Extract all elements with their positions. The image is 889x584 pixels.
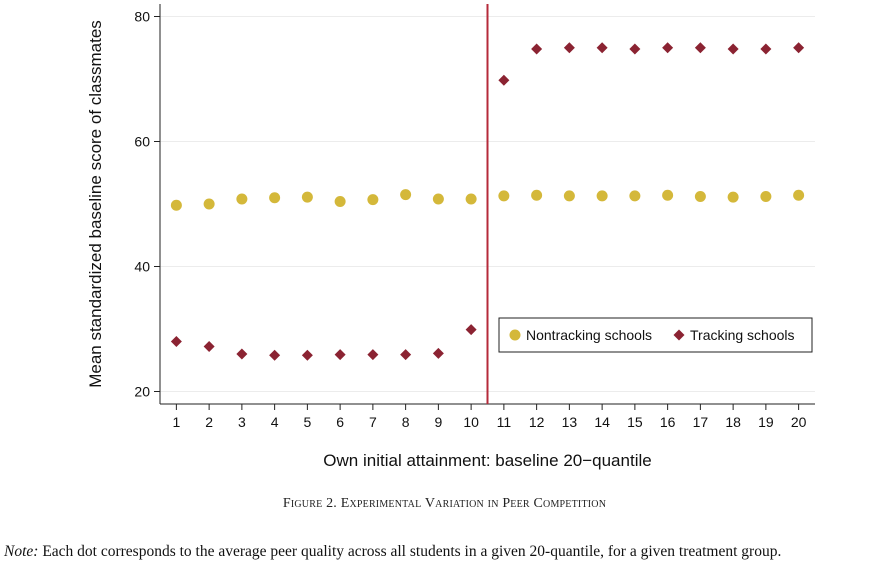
x-tick-label: 7 [369, 414, 377, 430]
tracking-point [269, 349, 281, 361]
x-tick-label: 18 [725, 414, 741, 430]
tracking-point [465, 324, 477, 336]
nontracking-point [334, 196, 346, 207]
note-label: Note: [4, 543, 39, 560]
x-tick-label: 13 [562, 414, 578, 430]
tracking-point [170, 336, 182, 347]
legend: Nontracking schools Tracking schools [498, 317, 813, 353]
legend-label-nontracking: Nontracking schools [526, 327, 652, 343]
tracking-point [629, 43, 641, 55]
tracking-point [760, 43, 772, 55]
nontracking-point [203, 198, 215, 210]
legend-label-tracking: Tracking schools [690, 327, 795, 343]
nontracking-point [662, 189, 674, 201]
y-axis: 20 40 60 80 [134, 4, 161, 404]
nontracking-point [629, 190, 641, 202]
legend-circle-marker [509, 329, 521, 341]
tracking-point [531, 43, 543, 55]
tracking-point [563, 42, 575, 54]
x-tick-label: 4 [271, 414, 279, 430]
tracking-point [793, 42, 805, 54]
x-tick-label: 2 [205, 414, 213, 430]
note-text: Each dot corresponds to the average peer… [38, 543, 782, 560]
data-points [170, 42, 805, 361]
x-axis: 1 2 3 4 5 6 7 8 9 10 11 12 13 14 15 16 17 18 19 20 [160, 403, 815, 430]
nontracking-point [432, 193, 444, 205]
figure-note: Note: Each dot corresponds to the averag… [4, 542, 884, 561]
x-tick-label: 17 [693, 414, 709, 430]
tracking-point [367, 349, 379, 361]
x-tick-label: 8 [402, 414, 410, 430]
x-tick-label: 11 [497, 414, 512, 430]
y-tick-label: 60 [134, 134, 150, 150]
x-tick-label: 6 [336, 414, 344, 430]
nontracking-point [563, 190, 575, 202]
y-tick-label: 20 [134, 384, 150, 400]
tracking-point [498, 74, 510, 86]
nontracking-point [367, 194, 379, 206]
x-tick-label: 1 [172, 414, 180, 430]
tracking-point [236, 348, 248, 360]
nontracking-point [400, 189, 412, 201]
nontracking-point [694, 191, 706, 202]
tracking-point [432, 347, 444, 359]
legend-box [498, 317, 813, 353]
x-tick-label: 14 [594, 414, 610, 430]
x-tick-label: 10 [463, 414, 479, 430]
y-tick-label: 40 [134, 259, 150, 275]
y-tick-label: 80 [134, 9, 150, 25]
tracking-point [203, 341, 215, 352]
nontracking-point [498, 190, 510, 202]
nontracking-point [727, 191, 739, 203]
x-tick-label: 9 [434, 414, 442, 430]
x-tick-label: 16 [660, 414, 676, 430]
nontracking-point [170, 199, 182, 211]
tracking-point [694, 42, 706, 54]
nontracking-point [236, 193, 248, 205]
tracking-point [334, 349, 346, 361]
nontracking-point [760, 191, 772, 202]
x-tick-label: 3 [238, 414, 246, 430]
legend-diamond-marker [673, 329, 685, 341]
x-tick-label: 5 [303, 414, 311, 430]
x-tick-label: 15 [627, 414, 643, 430]
nontracking-point [596, 190, 608, 202]
tracking-point [301, 349, 313, 361]
nontracking-point [793, 189, 805, 201]
nontracking-point [269, 192, 281, 204]
tracking-point [400, 349, 412, 361]
x-tick-label: 19 [758, 414, 774, 430]
nontracking-point [531, 189, 543, 201]
x-tick-label: 12 [529, 414, 545, 430]
caption-text: Figure 2. Experimental Variation in Peer… [282, 496, 607, 511]
nontracking-point [301, 191, 313, 203]
tracking-point [596, 42, 608, 54]
y-axis-title: Mean standardized baseline score of clas… [86, 20, 105, 388]
tracking-point [662, 42, 674, 54]
figure-caption: Figure 2. Experimental Variation in Peer… [0, 496, 889, 512]
nontracking-point [465, 193, 477, 205]
x-tick-label: 20 [791, 414, 807, 430]
x-axis-title: Own initial attainment: baseline 20−quan… [323, 451, 651, 470]
tracking-point [727, 43, 739, 55]
